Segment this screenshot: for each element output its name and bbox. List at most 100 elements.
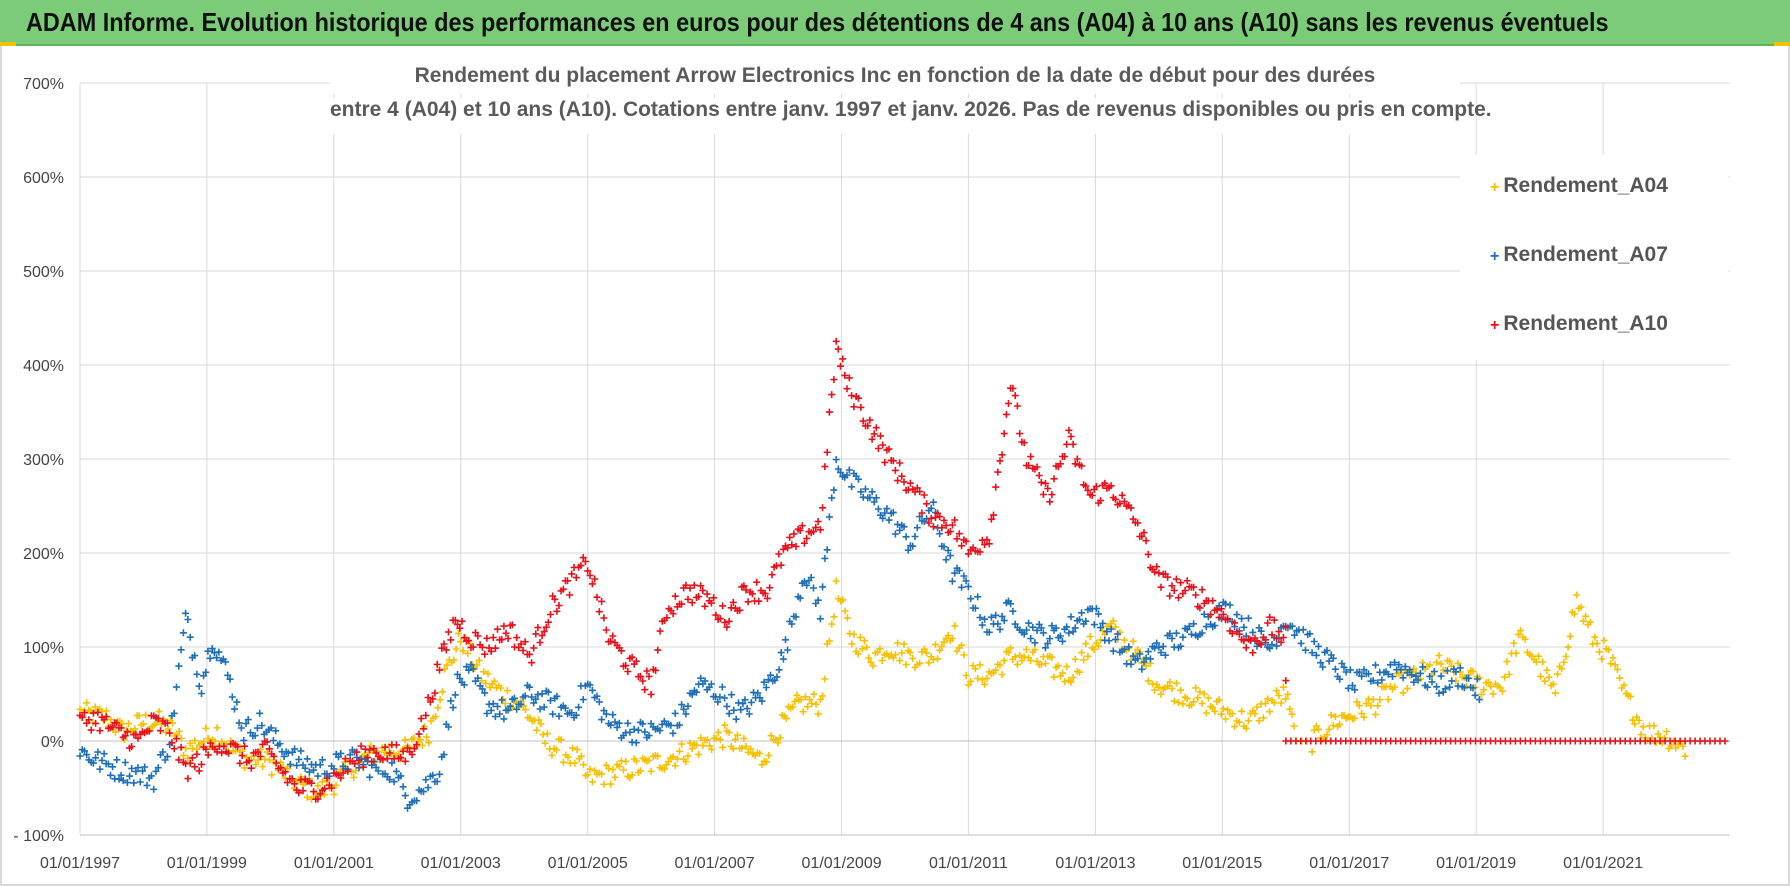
data-point-marker [166, 729, 174, 737]
data-point-marker [782, 714, 790, 722]
legend-item-a10: + Rendement_A10 [1490, 312, 1668, 342]
data-point-marker [676, 747, 683, 755]
data-point-marker [1044, 485, 1052, 492]
data-point-marker [1251, 710, 1259, 718]
data-point-marker [1127, 504, 1135, 512]
data-point-marker [1329, 654, 1337, 662]
data-point-marker [460, 681, 468, 689]
data-point-marker [870, 498, 878, 506]
data-point-marker [408, 751, 416, 758]
data-point-marker [1521, 635, 1529, 643]
data-point-marker [1175, 594, 1182, 602]
data-point-marker [1020, 439, 1028, 447]
data-point-marker [152, 767, 160, 775]
data-point-marker [738, 744, 746, 752]
data-point-marker [572, 711, 580, 719]
data-point-marker [743, 705, 751, 713]
data-point-marker [906, 648, 914, 656]
data-point-marker [1310, 638, 1318, 645]
data-point-marker [792, 613, 800, 621]
data-point-marker [1097, 497, 1105, 505]
data-point-marker [1412, 672, 1420, 680]
data-point-marker [951, 622, 959, 630]
data-point-marker [1011, 653, 1019, 661]
data-point-marker [593, 692, 601, 700]
data-point-marker [532, 695, 540, 703]
data-point-marker [850, 403, 858, 411]
data-point-marker [960, 651, 968, 659]
data-point-marker [381, 743, 389, 751]
data-point-marker [744, 598, 752, 606]
data-point-marker [441, 665, 449, 673]
data-point-marker [682, 581, 690, 589]
data-point-marker [323, 774, 331, 782]
data-point-marker [1007, 644, 1015, 652]
data-point-marker [845, 374, 853, 382]
data-point-marker [258, 722, 266, 729]
data-point-marker [830, 376, 838, 384]
data-point-marker [434, 704, 442, 712]
data-point-marker [609, 632, 617, 640]
data-point-marker [763, 758, 771, 766]
data-point-marker [1367, 702, 1375, 709]
data-point-marker [598, 597, 606, 605]
data-point-marker [1155, 643, 1163, 651]
data-point-marker [399, 783, 407, 791]
data-point-marker [872, 424, 880, 432]
data-point-marker [1157, 690, 1165, 698]
data-point-marker [878, 657, 886, 664]
data-point-marker [591, 767, 599, 775]
data-point-marker [351, 760, 359, 768]
data-point-marker [1549, 680, 1557, 688]
data-point-marker [832, 456, 840, 464]
data-point-marker [1593, 639, 1601, 647]
data-point-marker [1031, 646, 1039, 654]
data-point-marker [366, 746, 374, 754]
data-point-marker [660, 765, 668, 773]
data-point-marker [620, 766, 627, 774]
data-point-marker [78, 713, 86, 721]
data-point-marker [958, 641, 966, 649]
data-point-marker [1465, 674, 1473, 682]
data-point-marker [656, 727, 664, 735]
data-point-marker [869, 662, 877, 670]
x-tick-label: 01/01/2007 [675, 855, 755, 872]
data-point-marker [1302, 646, 1309, 654]
data-point-marker [481, 650, 489, 658]
data-point-marker [1129, 652, 1137, 660]
data-point-marker [528, 659, 536, 667]
data-point-marker [718, 683, 726, 691]
data-point-marker [301, 764, 309, 772]
data-point-marker [424, 784, 432, 792]
data-point-marker [938, 643, 946, 650]
data-point-marker [564, 753, 572, 761]
series-rendement_a04 [76, 577, 1689, 803]
data-point-marker [1275, 628, 1283, 636]
data-point-marker [198, 760, 205, 768]
data-point-marker [764, 676, 772, 684]
data-point-marker [1179, 700, 1187, 708]
data-point-marker [948, 635, 956, 642]
data-point-marker [992, 666, 1000, 674]
data-point-marker [1238, 707, 1246, 715]
data-point-marker [276, 740, 284, 748]
data-point-marker [1282, 622, 1290, 630]
data-point-marker [832, 337, 840, 345]
data-point-marker [830, 613, 838, 621]
data-point-marker [1365, 670, 1373, 678]
data-point-marker [202, 745, 210, 753]
data-point-marker [1478, 690, 1485, 698]
data-point-marker [436, 696, 444, 704]
data-point-marker [1129, 515, 1137, 523]
data-point-marker [1175, 699, 1182, 706]
data-point-marker [754, 689, 762, 697]
data-point-marker [978, 621, 986, 629]
data-point-marker [721, 721, 729, 729]
data-point-marker [538, 632, 546, 640]
data-point-marker [1469, 667, 1477, 675]
data-point-marker [777, 649, 785, 657]
data-point-marker [83, 751, 91, 759]
data-point-marker [1264, 695, 1272, 703]
data-point-marker [624, 719, 632, 727]
data-point-marker [547, 697, 554, 704]
